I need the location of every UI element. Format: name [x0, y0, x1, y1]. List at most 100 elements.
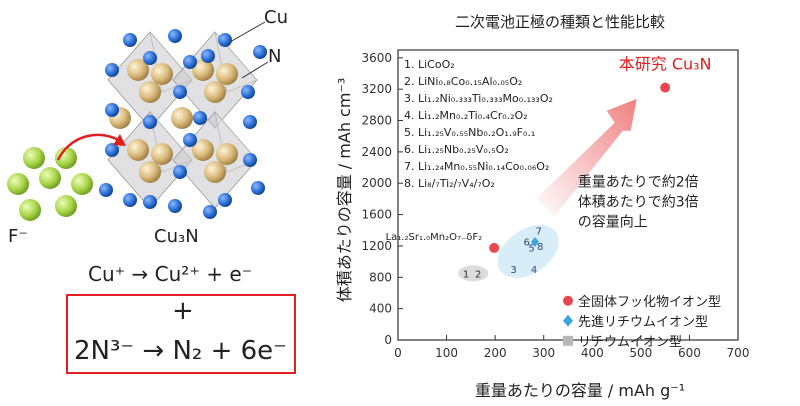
x-tick-label: 500 — [629, 346, 652, 360]
copper-atom — [216, 143, 238, 165]
cu3n-label: Cu₃N — [154, 226, 199, 247]
reaction-copper: Cu⁺ → Cu²⁺ + e⁻ — [88, 262, 253, 286]
legend-marker — [563, 295, 573, 306]
nitrogen-atom — [173, 165, 187, 179]
nitrogen-atom — [243, 115, 257, 129]
fluoride-ions — [7, 147, 93, 221]
legend-label: 先進リチウムイオン型 — [578, 315, 708, 330]
copper-atom — [192, 139, 214, 161]
fluoride-point-marker — [489, 242, 500, 253]
nitrogen-atom — [99, 183, 113, 197]
y-tick-label: 800 — [369, 270, 392, 284]
cu-label: Cu — [264, 7, 288, 28]
nitrogen-atom — [243, 153, 257, 167]
nitrogen-atom — [251, 181, 265, 195]
legend-label: 全固体フッ化物イオン型 — [578, 294, 721, 310]
li-ion-point-label: 2 — [475, 269, 481, 280]
improvement-annotation-line: 体積あたりで約3倍 — [578, 194, 699, 210]
x-tick-label: 400 — [581, 346, 604, 360]
legend-marker — [563, 335, 573, 346]
y-tick-label: 1200 — [361, 239, 392, 253]
y-tick-label: 1600 — [361, 208, 392, 222]
copper-atom — [139, 161, 161, 183]
n-leader-line — [241, 61, 269, 79]
y-tick-label: 3600 — [361, 51, 392, 65]
nitrogen-atom — [183, 55, 197, 69]
fluoride-ion — [39, 167, 61, 189]
advanced-li-point-label: 8 — [537, 242, 543, 253]
nitrogen-atom — [123, 33, 137, 47]
nitrogen-atom — [123, 193, 137, 207]
y-tick-label: 400 — [369, 302, 392, 316]
fluoride-ion — [55, 147, 77, 169]
insertion-arrowhead-icon — [113, 134, 126, 146]
nitrogen-atom — [168, 199, 182, 213]
nitrogen-reaction-box — [66, 294, 296, 374]
advanced-li-zone — [497, 224, 559, 278]
fluoride-ion — [71, 173, 93, 195]
li-ion-zone — [458, 265, 489, 282]
advanced-li-point-label: 4 — [531, 265, 537, 276]
y-tick-label: 2800 — [361, 114, 392, 128]
copper-atom — [192, 59, 214, 81]
advanced-li-point-label: 5 — [528, 244, 534, 255]
legend-marker — [563, 314, 573, 327]
material-list-item: 8. Li₈/₇Ti₂/₇V₄/₇O₂ — [404, 177, 495, 190]
chart-panel: 二次電池正極の種類と性能比較 0 100 200 300 400 500 600 700 0 40… — [330, 0, 800, 406]
nitrogen-atom — [193, 111, 207, 125]
copper-atom — [216, 63, 238, 85]
nitrogen-atom — [168, 29, 182, 43]
nitrogen-atom — [143, 195, 157, 209]
advanced-li-point-label: 7 — [536, 226, 542, 237]
copper-atom — [151, 143, 173, 165]
copper-atom — [151, 63, 173, 85]
copper-atom — [171, 107, 193, 129]
nitrogen-atom — [173, 85, 187, 99]
x-tick-label: 300 — [532, 346, 555, 360]
material-list-item: 7. Li₁.₂₄Mn₀.₅₅Ni₀.₁₄Co₀.₀₆O₂ — [404, 160, 549, 173]
reaction-nitrogen: 2N³⁻ → N₂ + 6e⁻ — [74, 336, 287, 366]
nitrogen-atom — [241, 85, 255, 99]
fluoride-point-label: La₁.₂Sr₁.₀Mn₂O₇₋δF₂ — [386, 232, 483, 243]
improvement-arrow-icon — [536, 98, 637, 217]
nitrogen-atom — [105, 63, 119, 77]
material-list-item: 2. LiNi₀.₈Co₀.₁₅Al₀.₀₅O₂ — [404, 75, 522, 88]
copper-atom — [127, 59, 149, 81]
n-label: N — [268, 46, 282, 67]
nitrogen-atom — [143, 51, 157, 65]
fluoride-ion — [23, 147, 45, 169]
nitrogen-atoms — [99, 29, 267, 219]
nitrogen-atom — [143, 115, 157, 129]
capacity-scatter-chart: 二次電池正極の種類と性能比較 0 100 200 300 400 500 600 700 0 40… — [335, 13, 749, 400]
fluoride-ion — [19, 199, 41, 221]
improvement-annotation-line: の容量向上 — [578, 213, 648, 230]
copper-atom — [139, 81, 161, 103]
advanced-li-point-label: 6 — [524, 238, 530, 249]
advanced-li-point-label: 3 — [510, 265, 516, 276]
material-list-item: 3. Li₁.₂Ni₀.₃₃₃Ti₀.₃₃₃Mo₀.₁₃₃O₂ — [404, 92, 553, 105]
x-tick-label: 600 — [678, 346, 701, 360]
nitrogen-atom — [105, 143, 119, 157]
reaction-plus: + — [172, 296, 194, 326]
nitrogen-atom — [253, 45, 267, 59]
fluoride-label: F⁻ — [8, 226, 28, 247]
material-list-item: 1. LiCoO₂ — [404, 58, 455, 71]
this-work-point-marker — [660, 82, 671, 93]
copper-atom — [127, 139, 149, 161]
legend-label: リチウムイオン型 — [578, 335, 682, 350]
nitrogen-atom — [218, 193, 232, 207]
crystal-structure-illustration — [7, 21, 269, 221]
nitrogen-atom — [105, 103, 119, 117]
material-list-item: 6. Li₁.₂₅Nb₀.₂₅V₀.₅O₂ — [404, 143, 509, 156]
x-tick-label: 200 — [484, 346, 507, 360]
left-panel: Cu N F⁻ Cu₃N Cu⁺ → Cu²⁺ + e⁻ + 2N³⁻ → N₂… — [0, 0, 330, 406]
cu-leader-line — [229, 21, 266, 43]
y-tick-label: 2000 — [361, 176, 392, 190]
material-list-item: 4. Li₁.₂Mn₀.₂Ti₀.₄Cr₀.₂O₂ — [404, 109, 528, 122]
copper-atom — [204, 161, 226, 183]
advanced-li-diamond-marker — [530, 237, 539, 248]
nitrogen-atom — [218, 33, 232, 47]
y-axis-label: 体積あたりの容量 / mAh cm⁻³ — [335, 78, 354, 303]
insertion-arrow-icon — [56, 133, 123, 161]
this-work-point-label: 本研究 Cu₃N — [619, 55, 712, 74]
